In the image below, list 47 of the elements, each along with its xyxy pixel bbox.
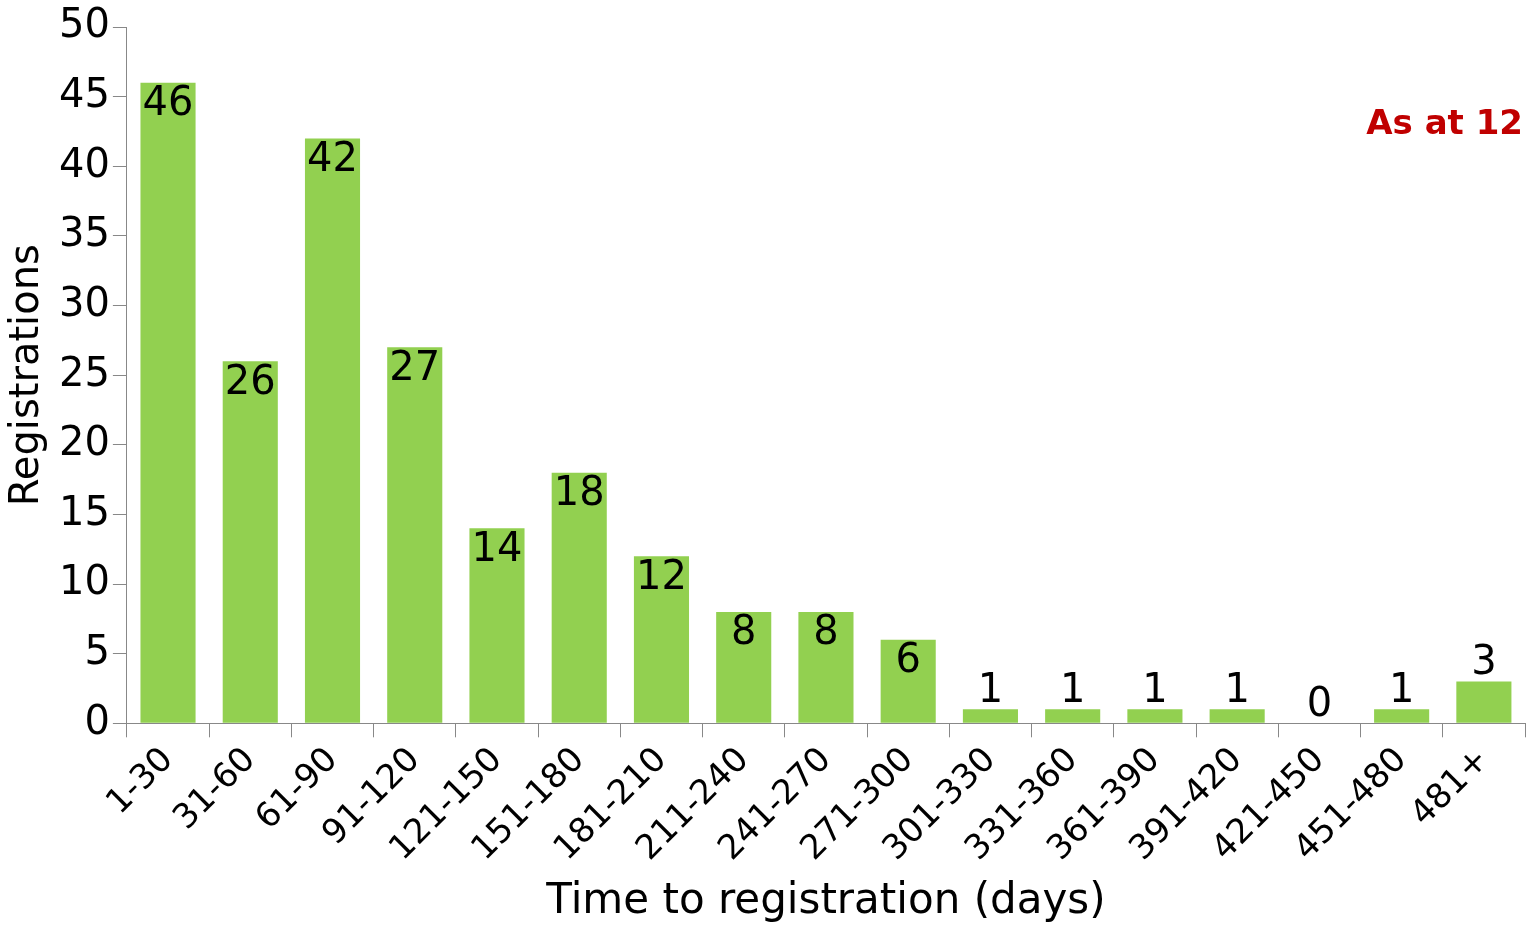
data-label: 27 xyxy=(389,342,441,389)
y-tick-label: 20 xyxy=(58,418,110,465)
data-label: 18 xyxy=(553,468,605,515)
data-label: 8 xyxy=(730,607,757,654)
annotation: As at 12 xyxy=(1366,101,1523,142)
data-label: 0 xyxy=(1306,678,1333,725)
bar xyxy=(304,138,361,723)
data-label: 26 xyxy=(224,356,276,403)
data-label: 1 xyxy=(1388,664,1415,711)
data-label: 1 xyxy=(1059,664,1086,711)
data-label: 8 xyxy=(813,607,839,654)
data-label: 1 xyxy=(1142,664,1168,711)
x-axis-title: Time to registration (days) xyxy=(545,873,1106,923)
bar xyxy=(633,556,690,723)
bar xyxy=(1045,709,1101,723)
y-tick-label: 25 xyxy=(58,348,110,395)
data-label: 12 xyxy=(636,551,687,598)
data-label: 1 xyxy=(977,664,1004,711)
y-tick-label: 15 xyxy=(58,487,110,534)
bar xyxy=(1374,709,1430,723)
data-label: 1 xyxy=(1224,664,1250,711)
y-tick-label: 45 xyxy=(58,70,110,117)
bar xyxy=(798,611,854,723)
bar xyxy=(551,472,607,723)
bar xyxy=(1209,709,1265,723)
bar xyxy=(1127,709,1183,723)
bar xyxy=(469,528,525,723)
bar xyxy=(222,361,278,723)
bar xyxy=(1456,681,1512,723)
bar xyxy=(140,82,196,723)
bar xyxy=(387,347,443,723)
y-tick-label: 5 xyxy=(84,627,110,674)
data-label: 3 xyxy=(1471,636,1497,683)
bar xyxy=(962,709,1018,723)
y-tick-label: 10 xyxy=(58,557,110,604)
data-label: 14 xyxy=(471,523,523,570)
y-tick-label: 50 xyxy=(58,0,110,47)
data-label: 6 xyxy=(895,635,921,682)
data-label: 42 xyxy=(307,133,358,180)
y-tick-label: 40 xyxy=(58,139,110,186)
y-tick-label: 35 xyxy=(58,209,110,256)
bar xyxy=(716,611,772,723)
y-tick-label: 0 xyxy=(84,696,110,743)
data-label: 46 xyxy=(142,78,194,125)
y-tick-label: 30 xyxy=(58,278,110,325)
y-axis-title: Registrations xyxy=(1,244,48,507)
bar xyxy=(880,639,936,723)
